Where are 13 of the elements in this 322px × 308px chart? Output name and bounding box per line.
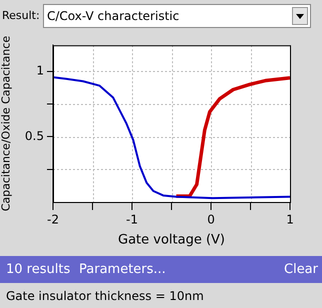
y-axis-title: Capacitance/Oxide Capacitance	[0, 36, 12, 212]
text: Result:	[2, 9, 40, 22]
text: Clear	[284, 262, 318, 277]
text: Gate insulator thickness = 10nm	[6, 289, 204, 303]
text: 10 results	[6, 262, 70, 277]
x-tick-label: -1	[126, 212, 138, 226]
chart-title: C/Cox-V characteristic	[47, 9, 180, 23]
x-axis-title: Gate voltage (V)	[118, 232, 226, 248]
x-tick-label: -2	[47, 212, 59, 226]
x-tick-label: 0	[207, 212, 215, 226]
text: Parameters...	[79, 262, 166, 277]
y-tick-label: 0.5	[24, 128, 44, 143]
x-tick-label: 1	[286, 212, 294, 226]
